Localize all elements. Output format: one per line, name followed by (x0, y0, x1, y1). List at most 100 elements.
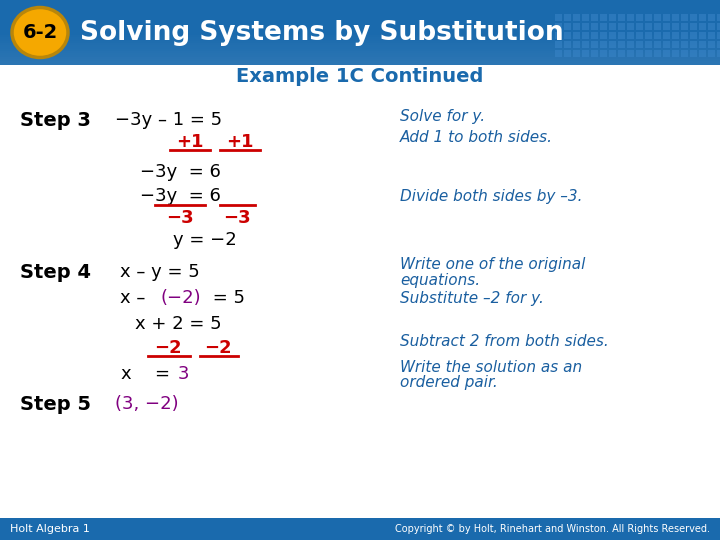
Bar (663, 50, 670, 57)
Bar (0, 41, 720, 43)
Bar (573, 23, 580, 30)
Bar (0, 35, 720, 37)
Bar (654, 32, 661, 39)
Bar (708, 14, 715, 21)
Bar (654, 14, 661, 21)
Bar (618, 41, 625, 48)
Bar (636, 14, 643, 21)
Text: y = −2: y = −2 (173, 231, 237, 249)
Text: Write the solution as an: Write the solution as an (400, 361, 582, 375)
Bar (609, 32, 616, 39)
Bar (0, 37, 720, 39)
Bar (654, 41, 661, 48)
Bar (0, 0, 720, 65)
Bar (564, 23, 571, 30)
Bar (636, 41, 643, 48)
Bar (582, 50, 589, 57)
Text: +1: +1 (226, 133, 253, 151)
Bar (627, 14, 634, 21)
Bar (600, 41, 607, 48)
Bar (654, 50, 661, 57)
Bar (627, 50, 634, 57)
Text: x + 2 = 5: x + 2 = 5 (135, 315, 222, 333)
Text: x: x (120, 365, 130, 383)
Bar (663, 32, 670, 39)
Bar (645, 32, 652, 39)
Bar (708, 32, 715, 39)
Bar (0, 518, 720, 540)
Text: −3: −3 (223, 209, 251, 227)
Bar (681, 41, 688, 48)
Ellipse shape (12, 8, 68, 57)
Text: (−2): (−2) (160, 289, 201, 307)
Bar (717, 23, 720, 30)
Bar (681, 14, 688, 21)
Bar (681, 50, 688, 57)
Bar (699, 14, 706, 21)
Bar (0, 55, 720, 57)
Bar (645, 41, 652, 48)
Bar (573, 50, 580, 57)
Text: 3: 3 (178, 365, 189, 383)
Bar (699, 23, 706, 30)
Bar (645, 23, 652, 30)
Bar (555, 50, 562, 57)
Bar (600, 14, 607, 21)
Text: x –: x – (120, 289, 151, 307)
Text: equations.: equations. (400, 273, 480, 287)
Bar (0, 43, 720, 45)
Bar (645, 50, 652, 57)
Bar (0, 57, 720, 59)
Bar (672, 32, 679, 39)
Text: Divide both sides by –3.: Divide both sides by –3. (400, 188, 582, 204)
Bar (573, 32, 580, 39)
Bar (555, 23, 562, 30)
Bar (636, 23, 643, 30)
Bar (627, 41, 634, 48)
Bar (573, 14, 580, 21)
Bar (591, 41, 598, 48)
Text: Solving Systems by Substitution: Solving Systems by Substitution (80, 19, 564, 45)
Bar (717, 41, 720, 48)
Bar (555, 32, 562, 39)
Bar (690, 32, 697, 39)
Bar (0, 61, 720, 63)
Text: −2: −2 (154, 339, 182, 357)
Text: Copyright © by Holt, Rinehart and Winston. All Rights Reserved.: Copyright © by Holt, Rinehart and Winsto… (395, 524, 710, 534)
Bar (564, 50, 571, 57)
Bar (699, 32, 706, 39)
Bar (672, 14, 679, 21)
Text: −3: −3 (166, 209, 194, 227)
Bar (582, 32, 589, 39)
Bar (699, 41, 706, 48)
Text: Subtract 2 from both sides.: Subtract 2 from both sides. (400, 334, 608, 349)
Bar (0, 47, 720, 49)
Bar (600, 50, 607, 57)
Bar (699, 50, 706, 57)
Text: (3, −2): (3, −2) (115, 395, 179, 413)
Text: Write one of the original: Write one of the original (400, 258, 585, 273)
Bar (690, 23, 697, 30)
Bar (672, 41, 679, 48)
Text: +1: +1 (176, 133, 204, 151)
Text: =: = (155, 365, 176, 383)
Bar (663, 14, 670, 21)
Text: Add 1 to both sides.: Add 1 to both sides. (400, 131, 553, 145)
Bar (555, 14, 562, 21)
Bar (672, 23, 679, 30)
Bar (717, 32, 720, 39)
Text: Step 5: Step 5 (20, 395, 91, 414)
Bar (690, 14, 697, 21)
Bar (591, 50, 598, 57)
Bar (708, 50, 715, 57)
Bar (0, 20, 720, 470)
Bar (690, 50, 697, 57)
Bar (0, 51, 720, 53)
Bar (672, 50, 679, 57)
Bar (636, 32, 643, 39)
Bar (609, 41, 616, 48)
Text: −3y  = 6: −3y = 6 (140, 187, 220, 205)
Text: −3y – 1 = 5: −3y – 1 = 5 (115, 111, 222, 129)
Bar (564, 41, 571, 48)
Bar (582, 14, 589, 21)
